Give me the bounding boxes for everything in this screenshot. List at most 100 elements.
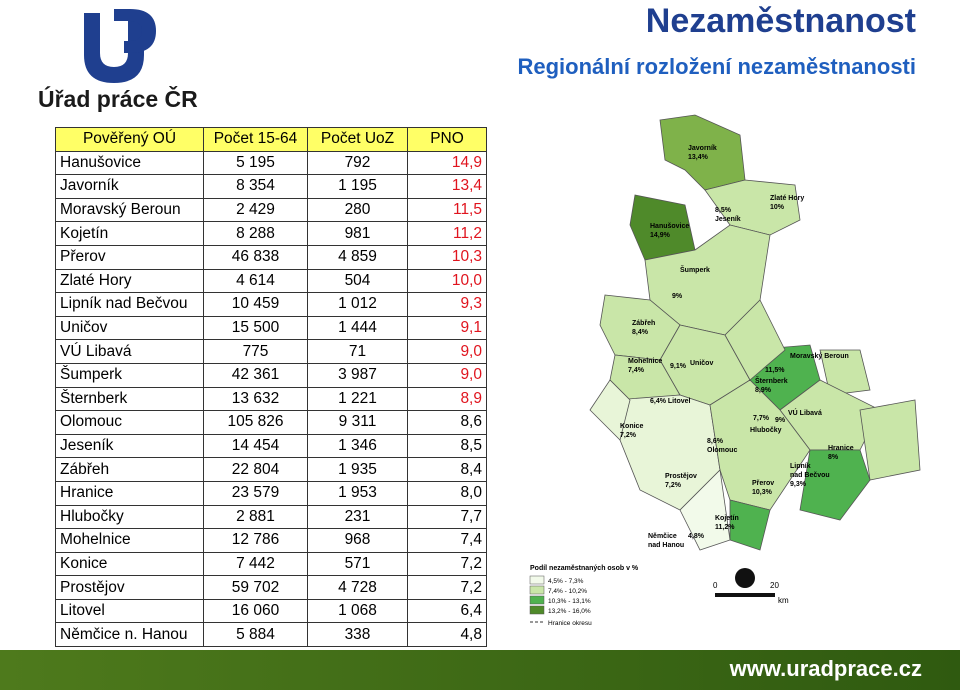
map-label: Lipník — [790, 463, 811, 470]
cell: VÚ Libavá — [55, 339, 204, 364]
map-label: 7,2% — [665, 482, 682, 489]
cell: Zábřeh — [55, 457, 204, 482]
legend-item: 13,2% - 16,0% — [548, 608, 591, 615]
cell: Jeseník — [55, 433, 204, 459]
table-row: Olomouc 105 826 9 311 8,6 — [55, 410, 487, 435]
cell: 1 221 — [307, 386, 408, 412]
map-label: Jeseník — [715, 216, 741, 223]
map-label: Javorník — [688, 145, 717, 152]
cell: 968 — [307, 528, 408, 553]
map-label: 10,3% — [752, 489, 773, 496]
cell: 1 068 — [307, 598, 408, 624]
table-row: Mohelnice 12 786 968 7,4 — [55, 528, 487, 553]
cell: Moravský Beroun — [55, 197, 204, 223]
map-label: nad Bečvou — [790, 472, 830, 479]
cell: Přerov — [55, 244, 204, 270]
cell: 11,2 — [407, 221, 487, 246]
cell: 280 — [307, 197, 408, 223]
cell: 981 — [307, 221, 408, 246]
cell: 8,0 — [407, 480, 487, 506]
table-row: Zábřeh 22 804 1 935 8,4 — [55, 457, 487, 482]
cell: Hlubočky — [55, 504, 204, 530]
cell: Zlaté Hory — [55, 268, 204, 294]
cell: 1 346 — [307, 433, 408, 459]
cell: 15 500 — [203, 315, 308, 341]
cell: Hanušovice — [55, 150, 204, 176]
cell: Javorník — [55, 174, 204, 199]
cell: Šternberk — [55, 386, 204, 412]
cell: 2 429 — [203, 197, 308, 223]
cell: 10 459 — [203, 292, 308, 317]
map-label: 14,9% — [650, 232, 671, 239]
column-header: Počet UoZ — [307, 127, 408, 152]
cell: Hranice — [55, 480, 204, 506]
cell: 9,0 — [407, 339, 487, 364]
column-header: PNO — [407, 127, 487, 152]
cell: 14,9 — [407, 150, 487, 176]
cell: 12 786 — [203, 528, 308, 553]
cell: 1 953 — [307, 480, 408, 506]
map-label: 11,5% — [765, 367, 785, 374]
legend-item: 4,5% - 7,3% — [548, 578, 584, 585]
header-row: Pověřený OÚ Počet 15-64 Počet UoZ PNO — [55, 127, 487, 152]
table-row: Kojetín 8 288 981 11,2 — [55, 221, 487, 246]
map-label: Hanušovice — [650, 223, 689, 230]
cell: Němčice n. Hanou — [55, 622, 204, 648]
cell: 11,5 — [407, 197, 487, 223]
cell: 231 — [307, 504, 408, 530]
cell: 7,4 — [407, 528, 487, 553]
map-label: 13,4% — [688, 154, 709, 161]
table-row: Šternberk 13 632 1 221 8,9 — [55, 386, 487, 412]
map-label: 10% — [770, 204, 785, 211]
map-label: 9,1% — [670, 363, 687, 370]
cell: 9,0 — [407, 362, 487, 388]
cell: Uničov — [55, 315, 204, 341]
table-row: Konice 7 442 571 7,2 — [55, 551, 487, 577]
cell: 13,4 — [407, 174, 487, 199]
cell: 1 012 — [307, 292, 408, 317]
map-label: 8% — [828, 454, 839, 461]
table-row: Uničov 15 500 1 444 9,1 — [55, 315, 487, 341]
cell: Lipník nad Bečvou — [55, 292, 204, 317]
map-label: Šternberk — [755, 376, 788, 385]
map-label: 7,2% — [620, 432, 637, 439]
column-header: Počet 15-64 — [203, 127, 308, 152]
table-row: Jeseník 14 454 1 346 8,5 — [55, 433, 487, 459]
cell: Litovel — [55, 598, 204, 624]
cell: 59 702 — [203, 575, 308, 600]
map-label: 7,4% — [628, 367, 645, 374]
logo-mark — [84, 9, 156, 83]
map-label: Šumperk — [680, 265, 710, 274]
table-row: Zlaté Hory 4 614 504 10,0 — [55, 268, 487, 294]
cell: 8,5 — [407, 433, 487, 459]
legend-item: 7,4% - 10,2% — [548, 588, 587, 595]
cell: 4 859 — [307, 244, 408, 270]
cell: 338 — [307, 622, 408, 648]
cell: 71 — [307, 339, 408, 364]
cell: Konice — [55, 551, 204, 577]
map-label: Moravský Beroun — [790, 353, 849, 360]
table-row: Litovel 16 060 1 068 6,4 — [55, 598, 487, 624]
subtitle: Regionální rozložení nezaměstnanosti — [517, 54, 916, 79]
cell: 5 195 — [203, 150, 308, 176]
cell: 42 361 — [203, 362, 308, 388]
cell: 16 060 — [203, 598, 308, 624]
map-label: VÚ Libavá — [788, 408, 822, 417]
cell: 8 354 — [203, 174, 308, 199]
cell: 10,3 — [407, 244, 487, 270]
table-row: VÚ Libavá 775 71 9,0 — [55, 339, 487, 364]
map-label: Zábřeh — [632, 320, 655, 327]
cell: 8 288 — [203, 221, 308, 246]
table-row: Přerov 46 838 4 859 10,3 — [55, 244, 487, 270]
scale-label: 20 — [770, 581, 779, 590]
legend-item: 10,3% - 13,1% — [548, 598, 591, 605]
logo-text: Úřad práce ČR — [38, 86, 198, 112]
table-row: Hlubočky 2 881 231 7,7 — [55, 504, 487, 530]
cell: 571 — [307, 551, 408, 577]
cell: 4 728 — [307, 575, 408, 600]
table-row: Hanušovice 5 195 792 14,9 — [55, 150, 487, 176]
cell: 6,4 — [407, 598, 487, 624]
map-label: Hlubočky — [750, 427, 782, 434]
map-label: 9% — [775, 417, 786, 424]
table-row: Javorník 8 354 1 195 13,4 — [55, 174, 487, 199]
